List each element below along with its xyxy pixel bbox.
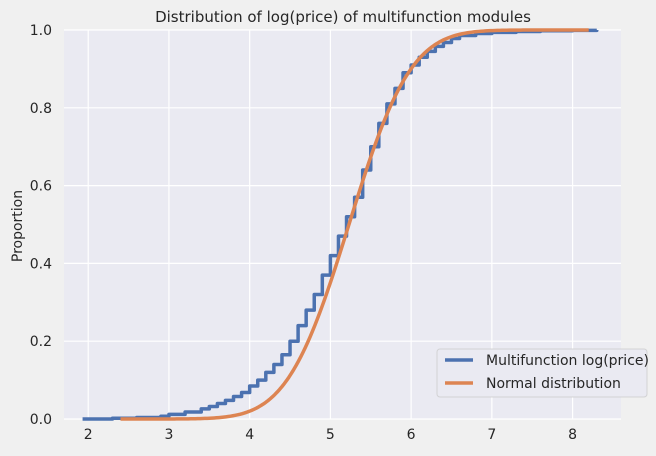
series-line-normal: [120, 28, 589, 421]
x-tick-label: 7: [487, 427, 496, 443]
series-layer: [82, 28, 599, 421]
y-tick-label: 1.0: [30, 23, 52, 39]
y-tick-label: 0.8: [30, 101, 52, 117]
y-axis-label: Proportion: [10, 190, 26, 262]
x-tick-label: 3: [164, 427, 173, 443]
legend: Multifunction log(price) Normal distribu…: [436, 348, 649, 398]
legend-box: [436, 348, 648, 398]
y-tick-label: 0.4: [30, 256, 52, 272]
chart-title: Distribution of log(price) of multifunct…: [155, 8, 531, 26]
y-tick-label: 0.6: [30, 179, 52, 195]
x-tick-label: 5: [326, 427, 335, 443]
y-tick-labels: 0.0 0.2 0.4 0.6 0.8 1.0: [30, 23, 52, 428]
y-tick-label: 0.2: [30, 334, 52, 350]
x-tick-label: 6: [407, 427, 416, 443]
x-tick-label: 2: [84, 427, 93, 443]
x-tick-label: 4: [245, 427, 254, 443]
legend-label-normal: Normal distribution: [486, 376, 621, 392]
y-tick-label: 0.0: [30, 412, 52, 428]
series-line-multifunction: [82, 28, 599, 421]
x-tick-label: 8: [568, 427, 577, 443]
legend-label-multifunction: Multifunction log(price): [486, 353, 649, 369]
x-tick-labels: 2 3 4 5 6 7 8: [84, 427, 577, 443]
